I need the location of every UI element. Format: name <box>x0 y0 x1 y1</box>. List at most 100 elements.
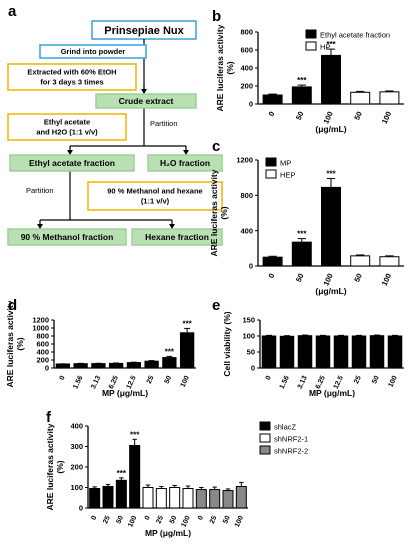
bar-e-5 <box>351 335 367 369</box>
x-tick-label-f-0: 0 <box>90 515 98 522</box>
y-tick-label-b: 800 <box>240 28 253 37</box>
y-tick-label-e: 100 <box>242 332 255 341</box>
y-tick-label-f: 100 <box>70 483 83 492</box>
flow-step-box-3 <box>7 113 127 141</box>
bar-d-6 <box>162 357 177 369</box>
y-tick-label-d: 1000 <box>32 324 49 333</box>
x-tick-label-d-1: 1.56 <box>72 375 84 390</box>
bar-e-6 <box>369 335 385 369</box>
flow-arrow-hex-head <box>169 224 175 229</box>
bar-b-0 <box>262 94 283 105</box>
x-tick-label-c-2: 100 <box>321 272 334 287</box>
significance-b-2: *** <box>326 40 336 49</box>
bar-c-0 <box>262 256 283 267</box>
bar-f-3 <box>129 444 141 509</box>
flow-title: Prinsepiae Nux <box>104 25 184 37</box>
x-tick-label-b-0: 0 <box>266 110 276 118</box>
bar-d-4 <box>126 362 142 369</box>
flow-step-box-4 <box>9 154 135 172</box>
bar-e-1 <box>279 335 295 369</box>
x-tick-label-f-6: 50 <box>169 515 179 525</box>
flow-step-text-7-0: 90 % Methanol fraction <box>21 232 114 242</box>
flow-step-box-2 <box>95 93 197 109</box>
y-label-d: (%) <box>15 337 25 350</box>
legend-label-f-0: shlacZ <box>274 423 297 432</box>
x-tick-label-f-5: 25 <box>156 515 166 525</box>
legend-swatch-c-1 <box>265 169 277 179</box>
flow-step-text-1-1: for 3 days 3 times <box>40 78 103 87</box>
y-tick-label-b: 600 <box>240 46 253 55</box>
y-label-c: ARE luciferas activity <box>209 169 219 256</box>
x-tick-label-c-4: 100 <box>380 272 393 287</box>
legend-swatch-f-0 <box>259 421 271 431</box>
x-tick-label-f-11: 100 <box>234 515 245 529</box>
x-tick-label-e-2: 3.13 <box>297 375 309 390</box>
x-tick-label-f-8: 0 <box>197 515 205 522</box>
bar-d-3 <box>108 362 124 369</box>
bar-c-4 <box>379 256 400 267</box>
y-tick-label-e: 0 <box>251 364 255 373</box>
bar-e-2 <box>297 335 313 369</box>
y-tick-label-d: 1200 <box>32 316 49 325</box>
panel-letter-c: c <box>212 138 220 155</box>
significance-c-1: *** <box>297 230 307 239</box>
panel-letter-e: e <box>212 297 220 314</box>
y-tick-label-d: 400 <box>36 348 49 357</box>
flow-step-text-3-0: Ethyl acetate <box>44 118 90 127</box>
flow-step-text-6-0: 90 % Methanol and hexane <box>107 187 202 196</box>
significance-b-1: *** <box>297 76 307 85</box>
y-tick-label-c: 1200 <box>236 156 253 165</box>
bar-e-4 <box>333 335 349 369</box>
x-tick-label-e-1: 1.56 <box>279 375 291 390</box>
panel-letter-f: f <box>46 409 52 426</box>
significance-d-7: *** <box>182 319 192 328</box>
y-tick-label-c: 0 <box>249 262 253 271</box>
legend-swatch-f-2 <box>259 445 271 455</box>
chart-b: 0 200 400 600 800 ARE luciferas activity (%) 0 *… <box>215 24 404 134</box>
x-tick-label-d-6: 50 <box>164 375 174 385</box>
significance-d-6: *** <box>165 347 175 356</box>
flow-step-box-5 <box>147 154 223 172</box>
y-tick-label-d: 600 <box>36 340 49 349</box>
y-label-f: ARE luciferas activity <box>45 423 55 510</box>
panel-letter-d: d <box>8 297 17 314</box>
y-tick-label-f: 300 <box>70 442 83 451</box>
flow-step-box-1 <box>7 63 137 91</box>
y-tick-label-c: 800 <box>240 191 253 200</box>
flow-step-text-1-0: Extracted with 60% EtOH <box>27 68 116 77</box>
x-tick-label-c-0: 0 <box>266 272 276 280</box>
x-label-c: (μg/mL) <box>315 286 346 296</box>
x-tick-label-e-6: 50 <box>371 375 381 385</box>
flow-step-box-6 <box>87 181 223 211</box>
x-tick-label-f-1: 25 <box>102 515 112 525</box>
x-label-b: (μg/mL) <box>315 124 346 134</box>
x-tick-label-f-9: 25 <box>209 515 219 525</box>
flow-arrow-ea-head <box>67 150 73 155</box>
y-label-b: (%) <box>225 61 235 74</box>
flow-step-box-0 <box>39 44 147 59</box>
flow-arrow-h2o-head <box>183 150 189 155</box>
bar-b-1 <box>291 86 312 105</box>
bar-f-0 <box>89 488 101 509</box>
legend-swatch-c-0 <box>265 157 277 167</box>
bar-b-2 <box>321 54 341 105</box>
flow-step-box-7 <box>7 228 127 246</box>
x-tick-label-e-0: 0 <box>265 375 273 382</box>
legend-swatch-b-0 <box>305 29 317 39</box>
panel-letter-a: a <box>8 3 17 20</box>
legend-swatch-f-1 <box>259 433 271 443</box>
x-tick-label-b-2: 100 <box>321 110 334 125</box>
bar-d-5 <box>144 360 159 369</box>
y-label-c: (%) <box>219 206 229 219</box>
x-tick-label-b-3: 50 <box>352 110 364 121</box>
bar-f-7 <box>182 488 194 509</box>
y-tick-label-d: 0 <box>45 364 49 373</box>
x-tick-label-b-1: 50 <box>294 110 306 121</box>
bar-e-3 <box>315 335 331 369</box>
bar-d-1 <box>73 363 88 369</box>
x-tick-label-d-5: 25 <box>146 375 156 385</box>
y-tick-label-b: 0 <box>249 100 253 109</box>
x-tick-label-b-4: 100 <box>380 110 393 125</box>
x-label-d: MP (μg/mL) <box>102 388 148 398</box>
